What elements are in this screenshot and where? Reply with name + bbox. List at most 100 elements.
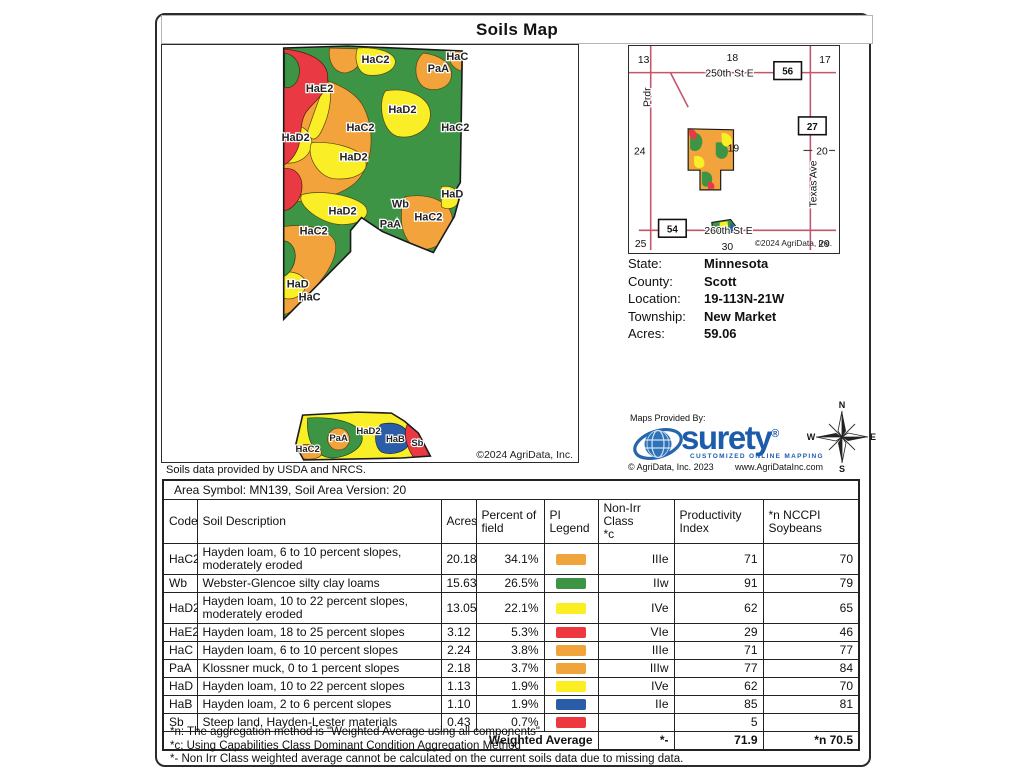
soil-region-label: Sb — [411, 438, 423, 449]
info-row: Township: New Market — [628, 308, 784, 326]
nccpi-value: 70 — [762, 543, 860, 575]
highway-marker-number: 56 — [782, 67, 793, 78]
info-label: State: — [628, 256, 662, 271]
page-title: Soils Map — [475, 19, 559, 39]
field-thumbnail — [687, 128, 742, 233]
productivity-index: 5 — [673, 713, 764, 732]
soil-region-label: HaD2 — [329, 206, 357, 218]
section-number: 24 — [634, 146, 646, 157]
soil-region-label: HaC — [446, 51, 468, 63]
soil-description: Klossner muck, 0 to 1 percent slopes — [196, 659, 442, 678]
soil-region-label: HaD2 — [340, 152, 368, 164]
info-label: Location: — [628, 291, 681, 306]
section-number: 18 — [727, 53, 739, 64]
info-value: New Market — [704, 308, 777, 324]
soil-region-label: HaC2 — [300, 226, 328, 238]
agridata-website: www.AgriDataInc.com — [735, 462, 824, 472]
info-row: Acres: 59.06 — [628, 325, 784, 343]
main-map-copyright: ©2024 AgriData, Inc. — [476, 450, 573, 461]
soil-code: Sb — [162, 713, 198, 732]
non-irr-class: IIIw — [597, 659, 675, 678]
weighted-pi: 71.9 — [673, 731, 764, 751]
soils-table: Area Symbol: MN139, Soil Area Version: 2… — [162, 479, 860, 751]
title-banner: Soils Map — [161, 15, 873, 44]
percent-value: 0.7% — [475, 713, 545, 732]
info-row: County: Scott — [628, 273, 784, 291]
column-header: *n NCCPI Soybeans — [762, 499, 860, 544]
legend-cell — [543, 659, 599, 678]
percent-value: 5.3% — [475, 623, 545, 642]
legend-color-chip — [556, 681, 586, 693]
inset-section-numbers: 13 18 17 24 19 20 25 30 29 — [634, 53, 831, 253]
legend-color-chip — [556, 602, 586, 614]
soil-table-row: HaE2 Hayden loam, 18 to 25 percent slopes… — [162, 623, 860, 642]
legend-cell — [543, 641, 599, 660]
soil-field — [283, 45, 463, 320]
compass-letter: N — [839, 400, 846, 410]
legend-cell — [543, 677, 599, 696]
nccpi-value: 79 — [762, 574, 860, 593]
soil-region-label: HaB — [386, 434, 405, 445]
productivity-index: 29 — [673, 623, 764, 642]
non-irr-class: VIe — [597, 623, 675, 642]
soil-code: HaD2 — [162, 592, 198, 624]
highway-marker — [773, 60, 803, 81]
legend-color-chip — [556, 553, 586, 565]
column-header: Productivity Index — [673, 499, 764, 544]
acres-value: 2.18 — [440, 659, 477, 678]
section-number: 13 — [638, 55, 650, 66]
soil-code: PaA — [162, 659, 198, 678]
nccpi-value: 70 — [762, 677, 860, 696]
nccpi-value: 77 — [762, 641, 860, 660]
nccpi-value: 46 — [762, 623, 860, 642]
section-number: 19 — [728, 143, 740, 154]
soil-region-label: HaC — [299, 291, 321, 303]
productivity-index: 91 — [673, 574, 764, 593]
soil-table-row: HaD Hayden loam, 10 to 22 percent slopes 1… — [162, 677, 860, 696]
soil-description: Hayden loam, 6 to 10 percent slopes — [196, 641, 442, 660]
weighted-average-label: Weighted Average — [162, 731, 599, 751]
percent-value: 3.7% — [475, 659, 545, 678]
section-number: 20 — [816, 146, 828, 157]
surety-tagline: CUSTOMIZED ONLINE MAPPING — [690, 453, 824, 460]
percent-value: 1.9% — [475, 677, 545, 696]
non-irr-class: IIIe — [597, 543, 675, 575]
road-label: 250th St E — [705, 69, 753, 80]
area-symbol: Area Symbol: MN139, Soil Area Version: 2… — [162, 479, 860, 500]
soil-table-row: HaC2 Hayden loam, 6 to 10 percent slopes,… — [162, 543, 860, 575]
info-label: Acres: — [628, 326, 665, 341]
compass-letter: S — [839, 464, 845, 474]
productivity-index: 71 — [673, 543, 764, 575]
productivity-index: 62 — [673, 677, 764, 696]
nccpi-value: 84 — [762, 659, 860, 678]
footnote: *- Non Irr Class weighted average cannot… — [170, 753, 684, 765]
soil-region-label: HaD2 — [356, 426, 380, 437]
soil-description: Hayden loam, 10 to 22 percent slopes, mo… — [196, 592, 442, 624]
footnote: *n: The aggregation method is "Weighted … — [170, 726, 541, 738]
nccpi-value — [762, 713, 860, 732]
section-number: 30 — [722, 242, 734, 250]
column-header: PI Legend — [543, 499, 599, 544]
table-header-row: Code Soil Description Acres Percent of fiel… — [162, 499, 860, 544]
compass-letter: W — [807, 432, 816, 442]
inset-highway-markers: 56 27 54 — [657, 60, 827, 238]
soil-code: HaD — [162, 677, 198, 696]
soil-region-label: PaA — [329, 433, 348, 444]
legend-color-chip — [556, 699, 586, 711]
inset-map-panel: 13 18 17 24 19 20 25 30 29 250th St E 260th St E P… — [628, 45, 840, 254]
soil-code: Wb — [162, 574, 198, 593]
acres-value: 13.05 — [440, 592, 477, 624]
non-irr-class: IIw — [597, 574, 675, 593]
soil-strip — [295, 412, 431, 461]
column-header: Non-Irr Class *c — [597, 499, 675, 544]
soil-code: HaE2 — [162, 623, 198, 642]
legend-cell — [543, 592, 599, 624]
legend-cell — [543, 623, 599, 642]
legend-color-chip — [556, 663, 586, 675]
globe-icon — [633, 427, 683, 461]
main-map-panel: HaC2 PaA HaC HaE2 HaD2 HaC2 HaC2 HaD2 HaD2 HaD Wb H… — [161, 44, 579, 463]
soil-region-label: HaE2 — [306, 83, 333, 95]
soil-description: Hayden loam, 10 to 22 percent slopes — [196, 677, 442, 696]
